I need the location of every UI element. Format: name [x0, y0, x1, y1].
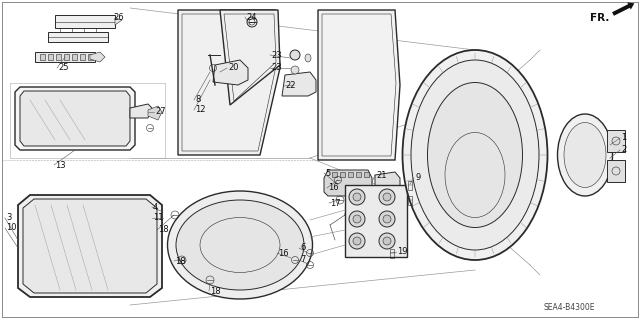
Ellipse shape — [383, 237, 391, 245]
Text: SEA4-B4300E: SEA4-B4300E — [543, 303, 595, 313]
Text: 8: 8 — [195, 95, 200, 105]
Polygon shape — [55, 15, 115, 28]
Polygon shape — [130, 104, 152, 118]
Text: 25: 25 — [58, 63, 68, 72]
Text: 16: 16 — [328, 183, 339, 192]
Polygon shape — [15, 87, 135, 150]
Text: 2: 2 — [621, 145, 627, 154]
Polygon shape — [178, 10, 280, 155]
Ellipse shape — [564, 122, 606, 188]
Polygon shape — [213, 60, 248, 85]
Text: 9: 9 — [415, 174, 420, 182]
Polygon shape — [220, 10, 280, 105]
Polygon shape — [318, 10, 400, 160]
Polygon shape — [23, 199, 157, 293]
Ellipse shape — [383, 193, 391, 201]
Polygon shape — [282, 72, 316, 96]
Ellipse shape — [349, 233, 365, 249]
Text: 21: 21 — [376, 170, 387, 180]
Bar — [356, 172, 361, 177]
Ellipse shape — [353, 237, 361, 245]
Bar — [607, 160, 625, 182]
Polygon shape — [324, 170, 372, 196]
Text: 18: 18 — [175, 256, 186, 265]
Text: 24: 24 — [246, 12, 257, 21]
FancyArrow shape — [612, 3, 634, 16]
Bar — [607, 130, 625, 152]
Text: 16: 16 — [278, 249, 289, 257]
Ellipse shape — [403, 50, 547, 260]
Ellipse shape — [305, 54, 311, 62]
Bar — [348, 172, 353, 177]
Text: 18: 18 — [210, 286, 221, 295]
Polygon shape — [18, 195, 162, 297]
Text: 23: 23 — [271, 50, 282, 60]
Ellipse shape — [168, 191, 312, 299]
Ellipse shape — [353, 215, 361, 223]
Ellipse shape — [349, 211, 365, 227]
Text: 26: 26 — [113, 13, 124, 23]
Bar — [408, 196, 412, 204]
Polygon shape — [48, 32, 108, 42]
Ellipse shape — [291, 66, 299, 74]
Ellipse shape — [379, 189, 395, 205]
Bar — [88, 54, 93, 60]
Bar — [345, 185, 407, 257]
Ellipse shape — [383, 215, 391, 223]
Bar — [332, 172, 337, 177]
Text: 22: 22 — [285, 81, 296, 91]
Ellipse shape — [353, 193, 361, 201]
Ellipse shape — [428, 83, 522, 227]
Ellipse shape — [290, 50, 300, 60]
Bar — [64, 54, 69, 60]
Polygon shape — [375, 172, 400, 194]
Ellipse shape — [557, 114, 612, 196]
Polygon shape — [20, 91, 130, 146]
Bar — [408, 181, 412, 189]
Ellipse shape — [379, 211, 395, 227]
Text: 4: 4 — [153, 203, 158, 211]
Text: 7: 7 — [300, 256, 305, 264]
Text: 23: 23 — [271, 63, 282, 72]
Text: 20: 20 — [228, 63, 239, 72]
Text: 11: 11 — [153, 213, 163, 222]
Text: 19: 19 — [397, 248, 408, 256]
Ellipse shape — [349, 189, 365, 205]
Text: 12: 12 — [195, 106, 205, 115]
Polygon shape — [35, 52, 95, 62]
Polygon shape — [148, 106, 162, 120]
Ellipse shape — [411, 60, 539, 250]
Text: 13: 13 — [55, 160, 66, 169]
Text: 6: 6 — [300, 243, 305, 253]
Text: 18: 18 — [158, 226, 168, 234]
Text: FR.: FR. — [590, 13, 609, 23]
Polygon shape — [115, 18, 122, 25]
Ellipse shape — [176, 200, 304, 290]
Text: 27: 27 — [155, 108, 166, 116]
Bar — [80, 54, 85, 60]
Bar — [48, 54, 53, 60]
Text: 17: 17 — [330, 198, 340, 207]
Polygon shape — [90, 52, 105, 62]
Text: 5: 5 — [325, 168, 330, 177]
Text: 3: 3 — [6, 213, 12, 222]
Bar — [10, 83, 165, 158]
Bar — [340, 172, 345, 177]
Text: 1: 1 — [621, 133, 627, 143]
Bar — [72, 54, 77, 60]
Ellipse shape — [379, 233, 395, 249]
Bar — [390, 249, 394, 257]
Bar — [364, 172, 369, 177]
Bar — [56, 54, 61, 60]
Text: 10: 10 — [6, 224, 17, 233]
Bar — [40, 54, 45, 60]
